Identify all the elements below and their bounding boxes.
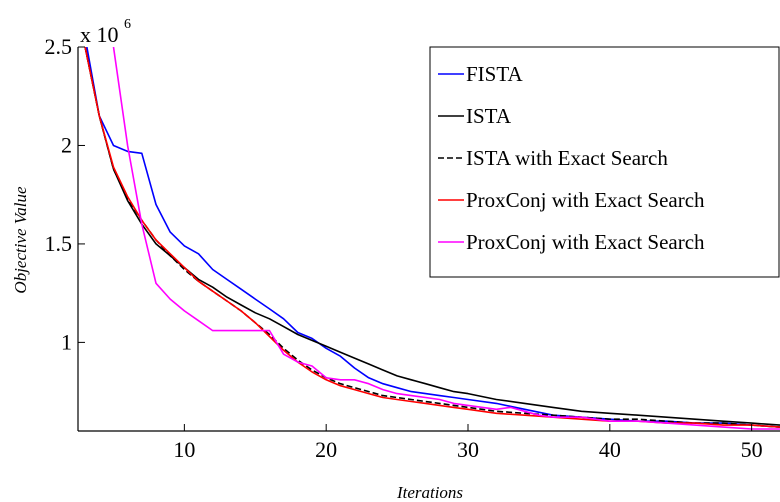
legend-label-1: FISTA (466, 62, 523, 86)
y-axis-label: Objective Value (11, 186, 30, 294)
x-tick-label: 30 (457, 437, 479, 462)
y-tick-label: 2 (61, 132, 72, 157)
x-tick-label: 50 (741, 437, 763, 462)
x-axis-label: Iterations (396, 483, 463, 502)
axes: 10 20 30 40 50 1 1.5 2 2.5 (45, 34, 780, 462)
legend-label-4: ProxConj with Exact Search (466, 188, 705, 212)
y-multiplier-exponent: 6 (124, 17, 131, 32)
y-tick-label: 1 (61, 329, 72, 354)
y-multiplier-base: x 10 (80, 22, 119, 47)
y-tick-label: 1.5 (45, 231, 73, 256)
legend-box (429, 46, 780, 278)
legend-label-2: ISTA (466, 104, 512, 128)
x-tick-label: 20 (315, 437, 337, 462)
series-line-5 (112, 47, 780, 430)
x-tick-label: 10 (173, 437, 195, 462)
legend-label-3: ISTA with Exact Search (466, 146, 668, 170)
y-tick-label: 2.5 (45, 34, 73, 59)
series-line-3 (84, 47, 780, 428)
series-layer (84, 47, 780, 430)
legend: FISTA ISTA ISTA with Exact Search ProxConj … (429, 46, 780, 278)
legend-label-5: ProxConj with Exact Search (466, 230, 705, 254)
x-tick-label: 40 (599, 437, 621, 462)
